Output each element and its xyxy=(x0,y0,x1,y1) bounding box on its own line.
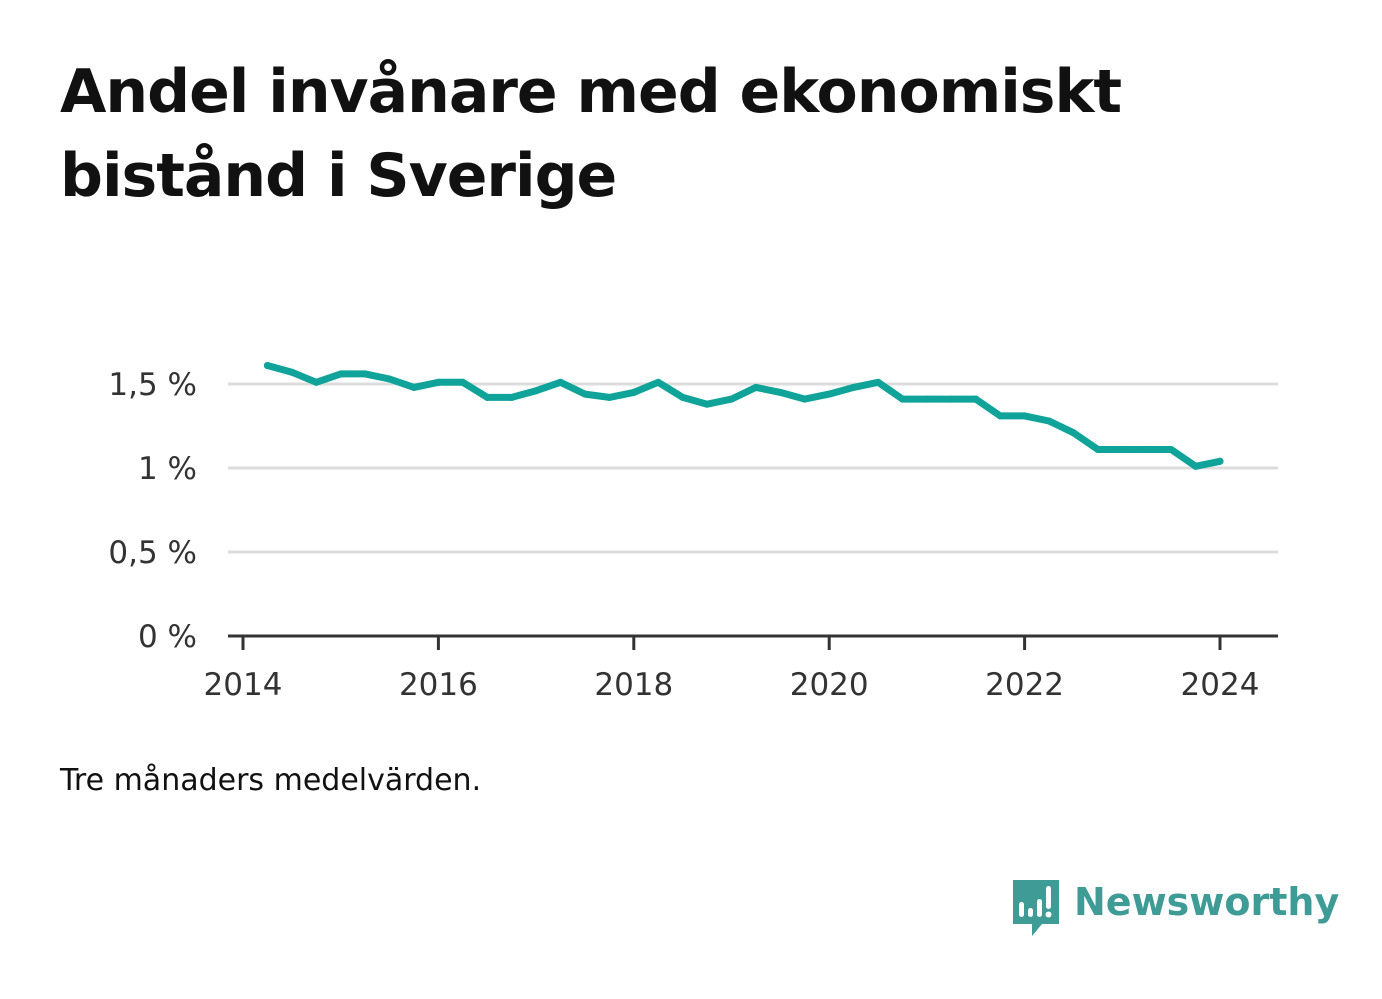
data-point xyxy=(312,378,320,386)
data-point xyxy=(630,388,638,396)
data-point xyxy=(1216,457,1224,465)
chart-title: Andel invånare med ekonomiskt bistånd i … xyxy=(60,57,1122,211)
y-tick-label: 1 % xyxy=(138,451,197,487)
data-point xyxy=(337,370,345,378)
data-point xyxy=(434,378,442,386)
bar-chart-speech-bubble-icon xyxy=(1013,880,1059,936)
data-point xyxy=(1045,417,1053,425)
data-point xyxy=(410,383,418,391)
data-point xyxy=(679,393,687,401)
brand-name: Newsworthy xyxy=(1074,880,1340,924)
x-tick-label: 2020 xyxy=(790,667,869,703)
data-point xyxy=(361,370,369,378)
data-point xyxy=(532,387,540,395)
x-tick-label: 2016 xyxy=(399,667,478,703)
data-point xyxy=(728,395,735,403)
data-point xyxy=(923,395,931,403)
data-point xyxy=(947,395,955,403)
data-point xyxy=(1143,446,1151,454)
data-series-line xyxy=(263,362,1224,470)
brand-logo[interactable]: Newsworthy xyxy=(1010,878,1339,942)
data-point xyxy=(972,395,980,403)
y-tick-label: 0,5 % xyxy=(108,535,197,571)
data-point xyxy=(605,393,613,401)
data-point xyxy=(1118,446,1126,454)
line-chart: 0 % 0,5 % 1 % 1,5 % 2014 2016 2018 2020 2022 2024 xyxy=(108,362,1278,703)
x-tick-label: 2024 xyxy=(1181,667,1260,703)
data-point xyxy=(654,378,662,386)
data-point xyxy=(825,390,833,398)
data-point xyxy=(581,390,589,398)
data-point xyxy=(1192,462,1200,470)
data-point xyxy=(557,378,565,386)
x-tick-label: 2018 xyxy=(594,667,673,703)
y-tick-label: 1,5 % xyxy=(108,367,197,403)
data-point xyxy=(1021,412,1029,420)
data-point xyxy=(752,383,760,391)
data-point xyxy=(801,395,809,403)
data-point xyxy=(874,378,882,386)
data-point xyxy=(996,412,1004,420)
data-point xyxy=(1069,429,1077,437)
x-tick-label: 2022 xyxy=(985,667,1064,703)
x-tick-label: 2014 xyxy=(204,667,283,703)
data-point xyxy=(483,393,491,401)
data-point xyxy=(898,395,906,403)
y-tick-label: 0 % xyxy=(138,619,197,655)
data-point xyxy=(703,400,711,408)
data-point xyxy=(288,368,296,376)
data-point xyxy=(776,388,784,396)
data-point xyxy=(386,375,394,383)
data-point xyxy=(1094,446,1102,454)
data-point xyxy=(1167,446,1175,454)
data-point xyxy=(850,383,858,391)
chart-note: Tre månaders medelvärden. xyxy=(60,763,482,798)
data-point xyxy=(263,362,271,370)
data-point xyxy=(508,393,516,401)
data-point xyxy=(459,378,467,386)
